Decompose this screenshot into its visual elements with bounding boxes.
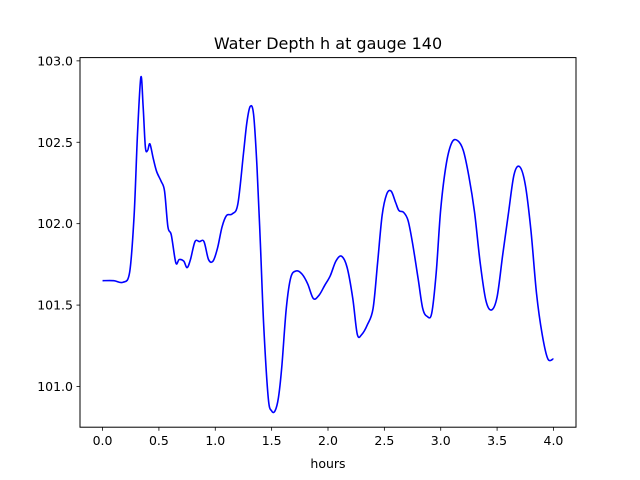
x-tick-label: 2.5	[374, 433, 394, 448]
x-tick-label: 3.0	[431, 433, 451, 448]
chart-title: Water Depth h at gauge 140	[214, 34, 442, 53]
series-line	[102, 75, 554, 414]
x-axis-label: hours	[310, 456, 345, 471]
x-axis: 0.0 0.5 1.0 1.5 2.0 2.5 3.0 3.5 4.0	[93, 427, 564, 448]
series-layer	[102, 75, 554, 414]
y-tick-label: 103.0	[37, 53, 73, 68]
y-tick-label: 101.0	[37, 379, 73, 394]
x-tick-label: 0.0	[93, 433, 113, 448]
x-tick-label: 1.0	[205, 433, 225, 448]
y-tick-label: 101.5	[37, 298, 73, 313]
x-tick-label: 0.5	[149, 433, 169, 448]
y-tick-label: 102.5	[37, 135, 73, 150]
x-tick-label: 2.0	[318, 433, 338, 448]
plot-area	[79, 57, 577, 428]
x-tick-label: 3.5	[487, 433, 507, 448]
y-axis: 101.0 101.5 102.0 102.5 103.0	[37, 53, 80, 394]
x-tick-label: 1.5	[262, 433, 282, 448]
x-tick-label: 4.0	[544, 433, 564, 448]
y-tick-label: 102.0	[37, 216, 73, 231]
